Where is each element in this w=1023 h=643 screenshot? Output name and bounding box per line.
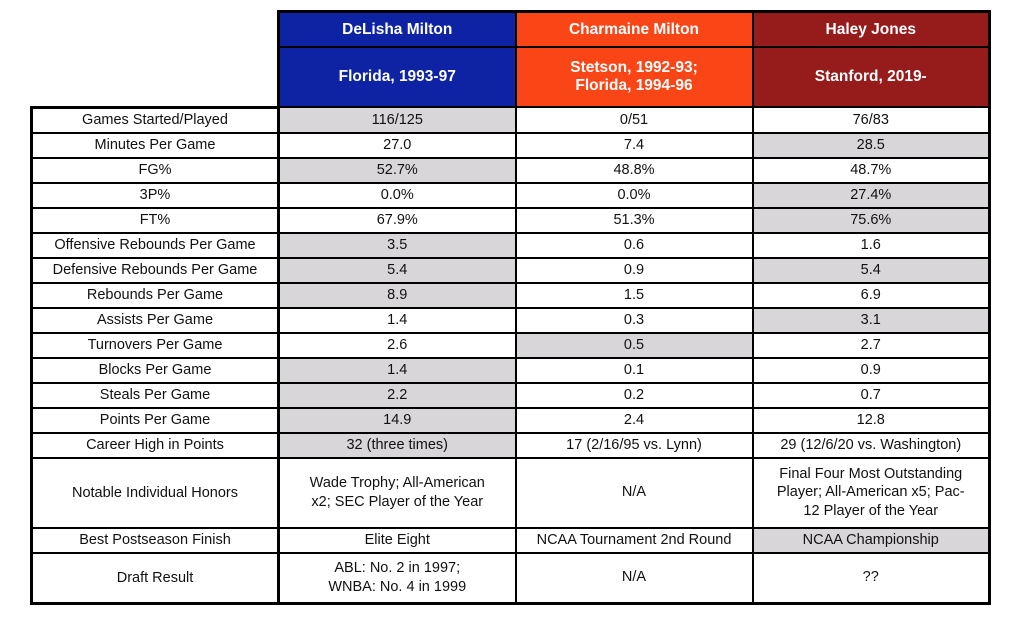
stat-cell: 12.8: [751, 406, 991, 434]
stat-cell: 1.6: [751, 231, 991, 259]
row-label: Games Started/Played: [30, 105, 280, 134]
table-row: Steals Per Game 2.2 0.2 0.7: [30, 381, 991, 409]
player-name-delisha-milton: DeLisha Milton: [277, 10, 517, 48]
stat-cell: 8.9: [277, 281, 517, 309]
table-row: FG% 52.7% 48.8% 48.7%: [30, 156, 991, 184]
stat-cell: 1.4: [277, 306, 517, 334]
table-row: Blocks Per Game 1.4 0.1 0.9: [30, 356, 991, 384]
player-school-haley-jones: Stanford, 2019-: [751, 46, 991, 108]
stat-cell: N/A: [514, 456, 754, 529]
stat-cell: 14.9: [277, 406, 517, 434]
stat-cell: 7.4: [514, 131, 754, 159]
table-row: FT% 67.9% 51.3% 75.6%: [30, 206, 991, 234]
stat-cell: 29 (12/6/20 vs. Washington): [751, 431, 991, 459]
player-name-charmaine-milton: Charmaine Milton: [514, 10, 754, 48]
row-label: Points Per Game: [30, 406, 280, 434]
stat-cell: ABL: No. 2 in 1997; WNBA: No. 4 in 1999: [277, 551, 517, 605]
stat-cell: 0.5: [514, 331, 754, 359]
stat-cell: 51.3%: [514, 206, 754, 234]
stat-cell: 2.2: [277, 381, 517, 409]
player-name-row: DeLisha Milton Charmaine Milton Haley Jo…: [32, 10, 991, 48]
stat-cell: 67.9%: [277, 206, 517, 234]
table-row: 3P% 0.0% 0.0% 27.4%: [30, 181, 991, 209]
player-school-row: Florida, 1993-97 Stetson, 1992-93; Flori…: [32, 46, 991, 108]
stat-cell: 0.2: [514, 381, 754, 409]
stat-cell: 0.0%: [514, 181, 754, 209]
stat-cell: NCAA Tournament 2nd Round: [514, 526, 754, 554]
stat-cell: ??: [751, 551, 991, 605]
stat-cell: 0.3: [514, 306, 754, 334]
stat-cell: 1.4: [277, 356, 517, 384]
player-comparison-table: DeLisha Milton Charmaine Milton Haley Jo…: [30, 10, 991, 605]
row-label: Best Postseason Finish: [30, 526, 280, 554]
stat-cell: 75.6%: [751, 206, 991, 234]
row-label: Defensive Rebounds Per Game: [30, 256, 280, 284]
row-label: Notable Individual Honors: [30, 456, 280, 529]
table-row: Rebounds Per Game 8.9 1.5 6.9: [30, 281, 991, 309]
row-label: Minutes Per Game: [30, 131, 280, 159]
table-row: Turnovers Per Game 2.6 0.5 2.7: [30, 331, 991, 359]
stat-cell: 6.9: [751, 281, 991, 309]
stat-cell: 3.5: [277, 231, 517, 259]
table-row: Defensive Rebounds Per Game 5.4 0.9 5.4: [30, 256, 991, 284]
table-row: Games Started/Played 116/125 0/51 76/83: [30, 105, 991, 134]
row-label: Steals Per Game: [30, 381, 280, 409]
table-row: Offensive Rebounds Per Game 3.5 0.6 1.6: [30, 231, 991, 259]
corner-spacer: [32, 12, 279, 48]
stat-cell: N/A: [514, 551, 754, 605]
row-label: Assists Per Game: [30, 306, 280, 334]
row-label: FG%: [30, 156, 280, 184]
stat-cell: 76/83: [751, 106, 991, 134]
stat-cell: 0.7: [751, 381, 991, 409]
row-label: FT%: [30, 206, 280, 234]
stat-cell: NCAA Championship: [751, 526, 991, 554]
table-row: Draft Result ABL: No. 2 in 1997; WNBA: No…: [30, 551, 991, 605]
stat-cell: 0.9: [514, 256, 754, 284]
stat-cell: 1.5: [514, 281, 754, 309]
table-row: Assists Per Game 1.4 0.3 3.1: [30, 306, 991, 334]
table-row: Notable Individual Honors Wade Trophy; Al…: [30, 456, 991, 529]
stat-cell: 27.4%: [751, 181, 991, 209]
stat-cell: 0.9: [751, 356, 991, 384]
row-label: Draft Result: [30, 551, 280, 605]
stat-cell: 0.6: [514, 231, 754, 259]
stat-cell: Final Four Most Outstanding Player; All-…: [751, 456, 991, 529]
stat-cell: 28.5: [751, 131, 991, 159]
stat-cell: 0.0%: [277, 181, 517, 209]
row-label: Rebounds Per Game: [30, 281, 280, 309]
table-header: DeLisha Milton Charmaine Milton Haley Jo…: [32, 10, 991, 108]
stat-cell: 116/125: [277, 106, 517, 134]
stat-cell: 2.6: [277, 331, 517, 359]
stat-cell: 5.4: [751, 256, 991, 284]
row-label: 3P%: [30, 181, 280, 209]
stat-cell: 2.7: [751, 331, 991, 359]
player-name-haley-jones: Haley Jones: [751, 10, 991, 48]
row-label: Career High in Points: [30, 431, 280, 459]
table-row: Career High in Points 32 (three times) 17 …: [30, 431, 991, 459]
stat-cell: 17 (2/16/95 vs. Lynn): [514, 431, 754, 459]
stat-cell: 3.1: [751, 306, 991, 334]
table-row: Points Per Game 14.9 2.4 12.8: [30, 406, 991, 434]
table-row: Best Postseason Finish Elite Eight NCAA To…: [30, 526, 991, 554]
player-school-charmaine-milton: Stetson, 1992-93; Florida, 1994-96: [514, 46, 754, 108]
table-row: Minutes Per Game 27.0 7.4 28.5: [30, 131, 991, 159]
stat-cell: Wade Trophy; All-American x2; SEC Player…: [277, 456, 517, 529]
stat-cell: Elite Eight: [277, 526, 517, 554]
stat-cell: 48.8%: [514, 156, 754, 184]
stat-cell: 48.7%: [751, 156, 991, 184]
stat-cell: 52.7%: [277, 156, 517, 184]
stat-cell: 0.1: [514, 356, 754, 384]
row-label: Offensive Rebounds Per Game: [30, 231, 280, 259]
stats-body: Games Started/Played 116/125 0/51 76/83 Minu…: [30, 105, 991, 605]
corner-spacer: [32, 47, 279, 107]
stat-cell: 5.4: [277, 256, 517, 284]
stat-cell: 0/51: [514, 106, 754, 134]
player-school-delisha-milton: Florida, 1993-97: [277, 46, 517, 108]
stat-cell: 2.4: [514, 406, 754, 434]
row-label: Blocks Per Game: [30, 356, 280, 384]
stat-cell: 27.0: [277, 131, 517, 159]
row-label: Turnovers Per Game: [30, 331, 280, 359]
stat-cell: 32 (three times): [277, 431, 517, 459]
